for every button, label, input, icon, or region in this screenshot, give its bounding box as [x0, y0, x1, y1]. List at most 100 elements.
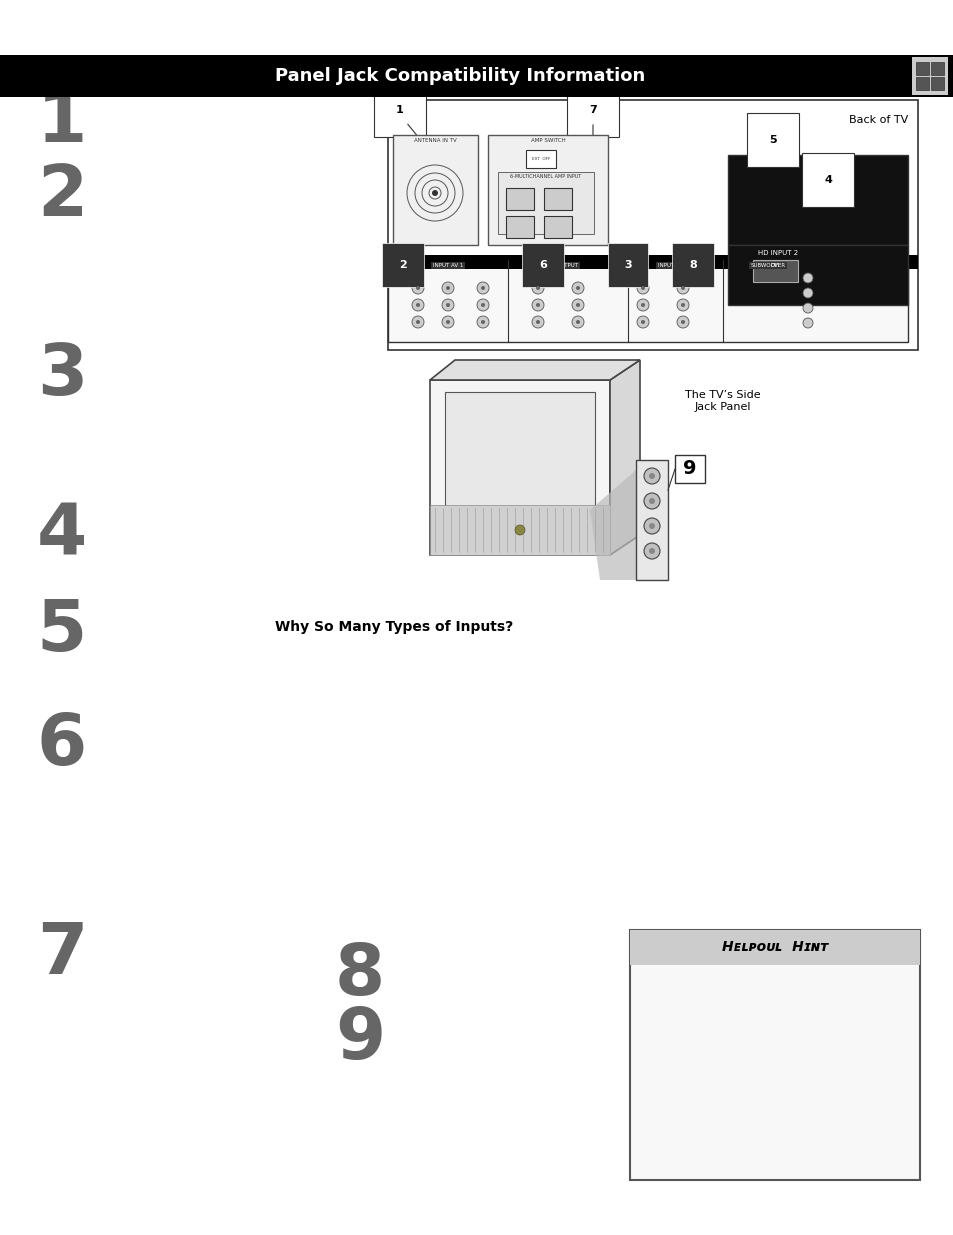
Text: 5: 5 — [768, 135, 776, 144]
Circle shape — [637, 282, 648, 294]
Bar — [505, 216, 534, 238]
Circle shape — [480, 287, 484, 290]
Circle shape — [648, 473, 655, 479]
Circle shape — [802, 317, 812, 329]
Circle shape — [446, 287, 450, 290]
Text: HD INPUT 1: HD INPUT 1 — [758, 162, 798, 168]
Circle shape — [412, 316, 423, 329]
Bar — [497, 172, 594, 233]
Text: 1: 1 — [37, 88, 87, 157]
Circle shape — [648, 522, 655, 529]
Text: 1: 1 — [395, 105, 403, 115]
Circle shape — [532, 316, 543, 329]
Circle shape — [432, 190, 437, 196]
Text: 2: 2 — [37, 162, 87, 231]
Circle shape — [572, 282, 583, 294]
Circle shape — [677, 316, 688, 329]
Circle shape — [643, 517, 659, 534]
Text: 2: 2 — [398, 261, 406, 270]
Circle shape — [640, 287, 644, 290]
Circle shape — [412, 282, 423, 294]
Polygon shape — [430, 505, 609, 555]
Bar — [752, 261, 797, 282]
Circle shape — [648, 548, 655, 555]
Bar — [915, 77, 928, 90]
Text: 3: 3 — [37, 341, 87, 410]
Circle shape — [536, 303, 539, 308]
Circle shape — [680, 303, 684, 308]
Bar — [488, 135, 607, 245]
Circle shape — [677, 282, 688, 294]
Circle shape — [680, 320, 684, 324]
Bar — [388, 100, 917, 350]
Text: Hᴇʟᴘᴏᴜʟ  Hɪɴᴛ: Hᴇʟᴘᴏᴜʟ Hɪɴᴛ — [721, 940, 827, 953]
Circle shape — [480, 320, 484, 324]
Text: SUBWOOFER: SUBWOOFER — [750, 263, 784, 268]
Circle shape — [643, 543, 659, 559]
Text: DVI: DVI — [769, 263, 779, 268]
Circle shape — [416, 303, 419, 308]
Bar — [629, 930, 919, 1179]
Circle shape — [476, 299, 489, 311]
Bar — [388, 261, 907, 342]
Text: 4: 4 — [823, 175, 831, 185]
Circle shape — [677, 299, 688, 311]
Circle shape — [446, 303, 450, 308]
Circle shape — [441, 299, 454, 311]
Circle shape — [572, 316, 583, 329]
Circle shape — [476, 282, 489, 294]
Polygon shape — [444, 391, 595, 540]
Text: 7: 7 — [37, 920, 87, 988]
Text: 8: 8 — [335, 941, 385, 1010]
Bar — [675, 454, 704, 483]
Circle shape — [643, 468, 659, 484]
Text: 9: 9 — [335, 1005, 385, 1074]
Text: INPUT AV 2: INPUT AV 2 — [658, 263, 687, 268]
Bar — [727, 245, 907, 305]
Circle shape — [441, 316, 454, 329]
Circle shape — [536, 320, 539, 324]
Polygon shape — [589, 471, 636, 580]
Polygon shape — [430, 380, 609, 555]
Text: 8: 8 — [688, 261, 696, 270]
Circle shape — [536, 287, 539, 290]
Text: 4: 4 — [37, 500, 87, 569]
Circle shape — [637, 316, 648, 329]
Bar — [915, 62, 928, 75]
Text: Panel Jack Compatibility Information: Panel Jack Compatibility Information — [274, 67, 644, 85]
Text: INPUT AV 1: INPUT AV 1 — [433, 263, 463, 268]
Circle shape — [643, 493, 659, 509]
Text: EXT  OFF: EXT OFF — [531, 157, 550, 161]
Bar — [930, 62, 943, 75]
Bar — [636, 459, 667, 580]
Circle shape — [532, 299, 543, 311]
Bar — [629, 930, 919, 965]
Circle shape — [416, 287, 419, 290]
Bar — [0, 56, 953, 98]
Circle shape — [576, 303, 579, 308]
Circle shape — [637, 299, 648, 311]
Circle shape — [640, 320, 644, 324]
Circle shape — [476, 316, 489, 329]
Text: AMP SWITCH: AMP SWITCH — [530, 138, 565, 143]
Text: Back of TV: Back of TV — [848, 115, 907, 125]
Circle shape — [515, 525, 524, 535]
Circle shape — [416, 320, 419, 324]
Text: HD INPUT 2: HD INPUT 2 — [758, 249, 798, 256]
Bar — [505, 188, 534, 210]
Bar — [930, 77, 943, 90]
Text: Why So Many Types of Inputs?: Why So Many Types of Inputs? — [274, 620, 513, 634]
Circle shape — [446, 320, 450, 324]
Polygon shape — [609, 359, 639, 555]
Bar — [393, 135, 477, 245]
Text: 3: 3 — [623, 261, 631, 270]
Text: OUTPUT: OUTPUT — [557, 263, 578, 268]
Circle shape — [441, 282, 454, 294]
Text: 6-MULTICHANNEL AMP INPUT: 6-MULTICHANNEL AMP INPUT — [510, 174, 581, 179]
Circle shape — [648, 498, 655, 504]
Circle shape — [802, 303, 812, 312]
Bar — [727, 156, 907, 245]
Circle shape — [412, 299, 423, 311]
Circle shape — [576, 320, 579, 324]
Text: 7: 7 — [589, 105, 597, 115]
